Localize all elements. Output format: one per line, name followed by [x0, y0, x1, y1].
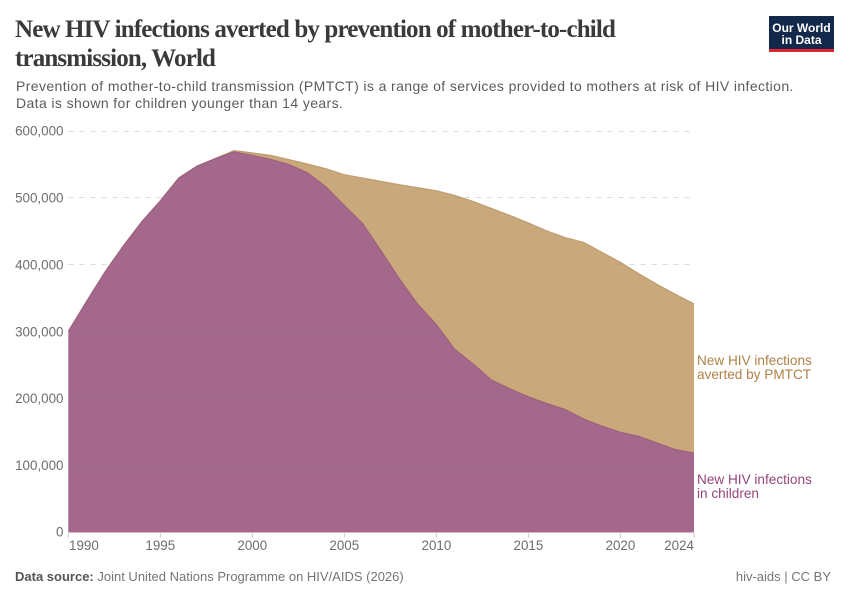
svg-text:500,000: 500,000: [15, 191, 63, 206]
svg-text:1995: 1995: [145, 538, 175, 553]
svg-text:300,000: 300,000: [15, 324, 63, 339]
svg-text:100,000: 100,000: [15, 458, 63, 473]
svg-text:2024: 2024: [664, 538, 694, 553]
svg-text:2000: 2000: [237, 538, 267, 553]
svg-text:200,000: 200,000: [15, 391, 63, 406]
svg-text:600,000: 600,000: [15, 124, 63, 139]
svg-text:2020: 2020: [606, 538, 636, 553]
svg-text:400,000: 400,000: [15, 257, 63, 272]
svg-text:1990: 1990: [69, 538, 99, 553]
svg-text:2005: 2005: [329, 538, 359, 553]
svg-text:2015: 2015: [514, 538, 544, 553]
svg-text:0: 0: [56, 525, 63, 540]
svg-text:2010: 2010: [422, 538, 452, 553]
